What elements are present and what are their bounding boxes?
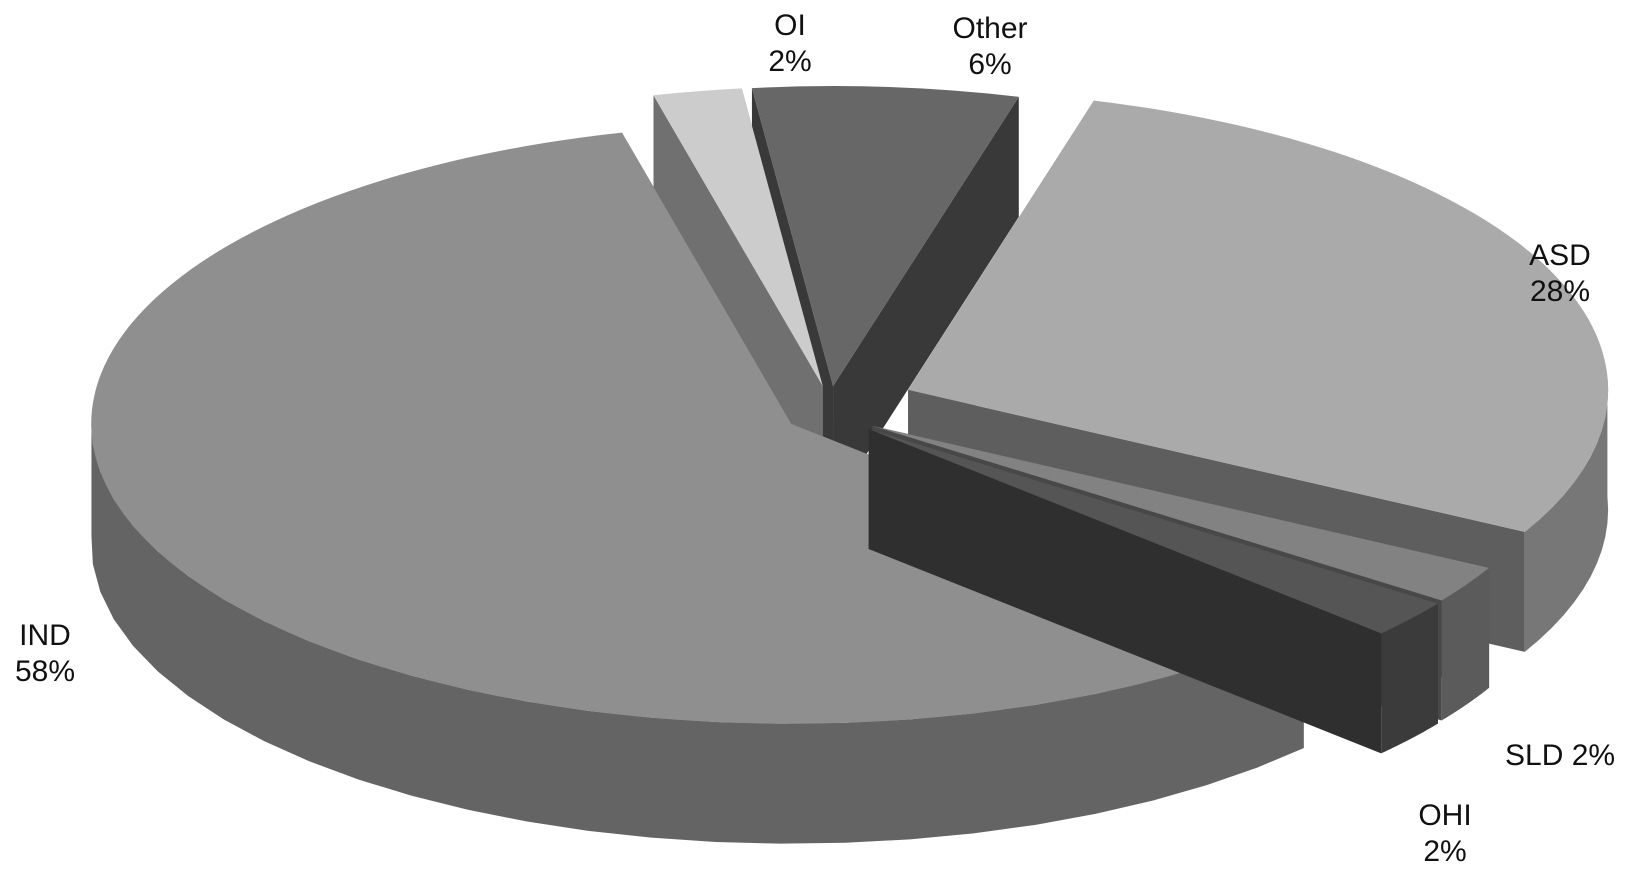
label-ohi-name: OHI [1418, 799, 1471, 832]
slice-asd-top [908, 100, 1609, 532]
slice-ohi [868, 428, 1438, 754]
slices-layer [91, 86, 1609, 844]
slice-ohi-outer-wall [1381, 603, 1438, 754]
labels-layer: OI 2%Other 6%ASD 28%SLD 2%OHI 2%IND 58% [15, 9, 1615, 868]
slice-sld-outer-wall [1441, 567, 1490, 721]
label-asd-name: ASD [1529, 239, 1591, 272]
slice-ind-outer-wall [91, 416, 1304, 844]
label-ind: IND 58% [15, 619, 75, 688]
slice-sld-top [872, 425, 1490, 601]
label-other-name: Other [952, 12, 1027, 45]
slice-other-top [751, 86, 1019, 387]
slice-ohi-top [868, 428, 1438, 634]
label-sld: SLD 2% [1505, 739, 1615, 772]
label-ind-name: IND [19, 619, 71, 652]
slice-oi [653, 88, 823, 507]
slice-asd-outer-wall [1524, 376, 1609, 652]
label-other: Other 6% [952, 12, 1027, 81]
label-asd: ASD 28% [1529, 239, 1591, 308]
label-ohi-value: 2% [1423, 835, 1466, 868]
label-asd-value: 28% [1530, 275, 1590, 308]
label-ind-value: 58% [15, 655, 75, 688]
label-ohi: OHI 2% [1418, 799, 1471, 868]
label-oi-name: OI [774, 9, 806, 42]
slice-other-wall-end [833, 96, 1019, 507]
slice-ohi-wall-end [868, 428, 1382, 754]
label-other-value: 6% [968, 48, 1011, 81]
slice-oi-wall-start [653, 95, 823, 507]
label-oi: OI 2% [768, 9, 811, 78]
slice-oi-top [653, 88, 823, 387]
label-oi-value: 2% [768, 45, 811, 78]
